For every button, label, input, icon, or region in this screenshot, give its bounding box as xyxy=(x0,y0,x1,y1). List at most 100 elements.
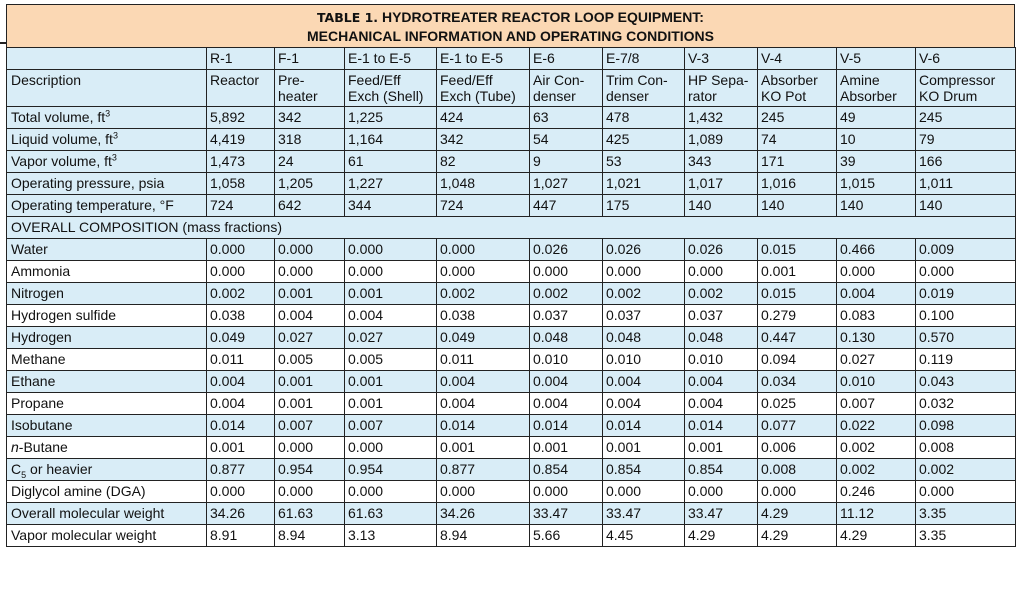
value-cell: 0.007 xyxy=(274,414,345,437)
value-cell: 0.854 xyxy=(684,458,758,481)
value-cell: 1,205 xyxy=(274,172,345,195)
value-cell: 0.000 xyxy=(436,260,530,283)
composition-row: Hydrogen sulfide 0.038 0.004 0.004 0.038 0.03… xyxy=(6,304,1016,327)
description-line-1: Absorber xyxy=(761,72,818,88)
value-cell: 49 xyxy=(836,106,916,129)
row-label: Operating temperature, °F xyxy=(6,194,207,217)
value-cell: 343 xyxy=(684,150,758,173)
description-line-2: Exch (Shell) xyxy=(348,88,424,104)
value-cell: 0.000 xyxy=(602,480,685,503)
value-cell: 642 xyxy=(274,194,345,217)
value-cell: 175 xyxy=(602,194,685,217)
value-cell: 0.004 xyxy=(602,392,685,415)
value-cell: 4.29 xyxy=(836,524,916,547)
row-label-text: Operating temperature, °F xyxy=(11,197,174,213)
value-cell: 0.877 xyxy=(206,458,275,481)
row-label-text: Ammonia xyxy=(11,263,71,279)
value-cell: 0.001 xyxy=(344,392,437,415)
equipment-tag-cell: F-1 xyxy=(274,47,345,70)
row-label-text: Hydrogen xyxy=(11,329,72,345)
value-cell: 0.007 xyxy=(344,414,437,437)
row-label-lead: C xyxy=(11,461,22,477)
value-cell: 0.007 xyxy=(836,392,916,415)
value-cell: 0.010 xyxy=(529,348,603,371)
value-cell: 0.001 xyxy=(274,392,345,415)
row-label-text: Butane xyxy=(23,439,68,455)
row-label-text: Hydrogen sulfide xyxy=(11,307,117,323)
value-cell: 8.91 xyxy=(206,524,275,547)
composition-row: Methane 0.011 0.005 0.005 0.011 0.010 0.010 0.0… xyxy=(6,348,1016,371)
value-cell: 0.100 xyxy=(915,304,1016,327)
value-cell: 0.026 xyxy=(529,238,603,261)
row-label: Ammonia xyxy=(6,260,207,283)
value-cell: 245 xyxy=(915,106,1016,129)
value-cell: 245 xyxy=(757,106,837,129)
value-cell: 140 xyxy=(836,194,916,217)
equipment-table: R-1 F-1 E-1 to E-5 E-1 to E-5 E-6 E-7/8 V-3 V-4… xyxy=(6,47,1016,547)
value-cell: 0.119 xyxy=(915,348,1016,371)
row-label-text: Vapor molecular weight xyxy=(11,527,157,543)
value-cell: 1,227 xyxy=(344,172,437,195)
value-cell: 0.001 xyxy=(602,436,685,459)
value-cell: 33.47 xyxy=(529,502,603,525)
value-cell: 318 xyxy=(274,128,345,151)
composition-row: Water 0.000 0.000 0.000 0.000 0.026 0.026 0.026… xyxy=(6,238,1016,261)
value-cell: 0.570 xyxy=(915,326,1016,349)
mechanical-row: Total volume, ft3 5,892 342 1,225 424 63 478 1,… xyxy=(6,106,1016,129)
equipment-tag-cell: V-4 xyxy=(757,47,837,70)
row-label-text: Methane xyxy=(11,351,66,367)
value-cell: 0.000 xyxy=(836,260,916,283)
value-cell: 0.000 xyxy=(274,238,345,261)
composition-row: C5 or heavier 0.877 0.954 0.954 0.877 0.854 0.… xyxy=(6,458,1016,481)
row-label-prefix: n xyxy=(11,439,19,455)
value-cell: 0.000 xyxy=(602,260,685,283)
value-cell: 0.000 xyxy=(529,480,603,503)
value-cell: 0.004 xyxy=(684,370,758,393)
description-cell: Feed/Eff Exch (Shell) xyxy=(344,69,437,107)
row-label: Liquid volume, ft3 xyxy=(6,128,207,151)
value-cell: 140 xyxy=(915,194,1016,217)
value-cell: 8.94 xyxy=(274,524,345,547)
description-cell: Amine Absorber xyxy=(836,69,916,107)
value-cell: 79 xyxy=(915,128,1016,151)
row-label: C5 or heavier xyxy=(6,458,207,481)
value-cell: 0.094 xyxy=(757,348,837,371)
row-label-text: Ethane xyxy=(11,373,56,389)
value-cell: 0.000 xyxy=(344,238,437,261)
row-label-text: Propane xyxy=(11,395,64,411)
description-cell: Absorber KO Pot xyxy=(757,69,837,107)
value-cell: 0.048 xyxy=(602,326,685,349)
value-cell: 0.000 xyxy=(206,480,275,503)
value-cell: 0.000 xyxy=(274,480,345,503)
description-line-2: heater xyxy=(278,88,318,104)
value-cell: 0.010 xyxy=(836,370,916,393)
value-cell: 0.001 xyxy=(274,370,345,393)
value-cell: 0.048 xyxy=(684,326,758,349)
row-label: Vapor molecular weight xyxy=(6,524,207,547)
value-cell: 0.027 xyxy=(836,348,916,371)
value-cell: 0.026 xyxy=(602,238,685,261)
section-header: OVERALL COMPOSITION (mass fractions) xyxy=(6,216,1016,239)
value-cell: 0.877 xyxy=(436,458,530,481)
value-cell: 0.010 xyxy=(684,348,758,371)
description-line-1: Feed/Eff xyxy=(440,72,493,88)
value-cell: 4.29 xyxy=(684,524,758,547)
row-label-text: Water xyxy=(11,241,48,257)
value-cell: 0.098 xyxy=(915,414,1016,437)
row-label-text: Operating pressure, psia xyxy=(11,175,165,191)
description-line-1: Feed/Eff xyxy=(348,72,401,88)
composition-row: Nitrogen 0.002 0.001 0.001 0.002 0.002 0.002 0.… xyxy=(6,282,1016,305)
description-line-1: HP Sepa- xyxy=(688,72,749,88)
row-label: Water xyxy=(6,238,207,261)
description-label: Description xyxy=(6,69,207,107)
row-label: n-Butane xyxy=(6,436,207,459)
composition-row: Vapor molecular weight 8.91 8.94 3.13 8.94 5.… xyxy=(6,524,1016,547)
value-cell: 0.000 xyxy=(436,238,530,261)
composition-row: Propane 0.004 0.001 0.001 0.004 0.004 0.004 0.0… xyxy=(6,392,1016,415)
value-cell: 0.004 xyxy=(206,370,275,393)
row-label-text: Overall molecular weight xyxy=(11,505,165,521)
value-cell: 61.63 xyxy=(274,502,345,525)
description-line-2: rator xyxy=(688,88,717,104)
value-cell: 0.010 xyxy=(602,348,685,371)
value-cell: 0.002 xyxy=(206,282,275,305)
